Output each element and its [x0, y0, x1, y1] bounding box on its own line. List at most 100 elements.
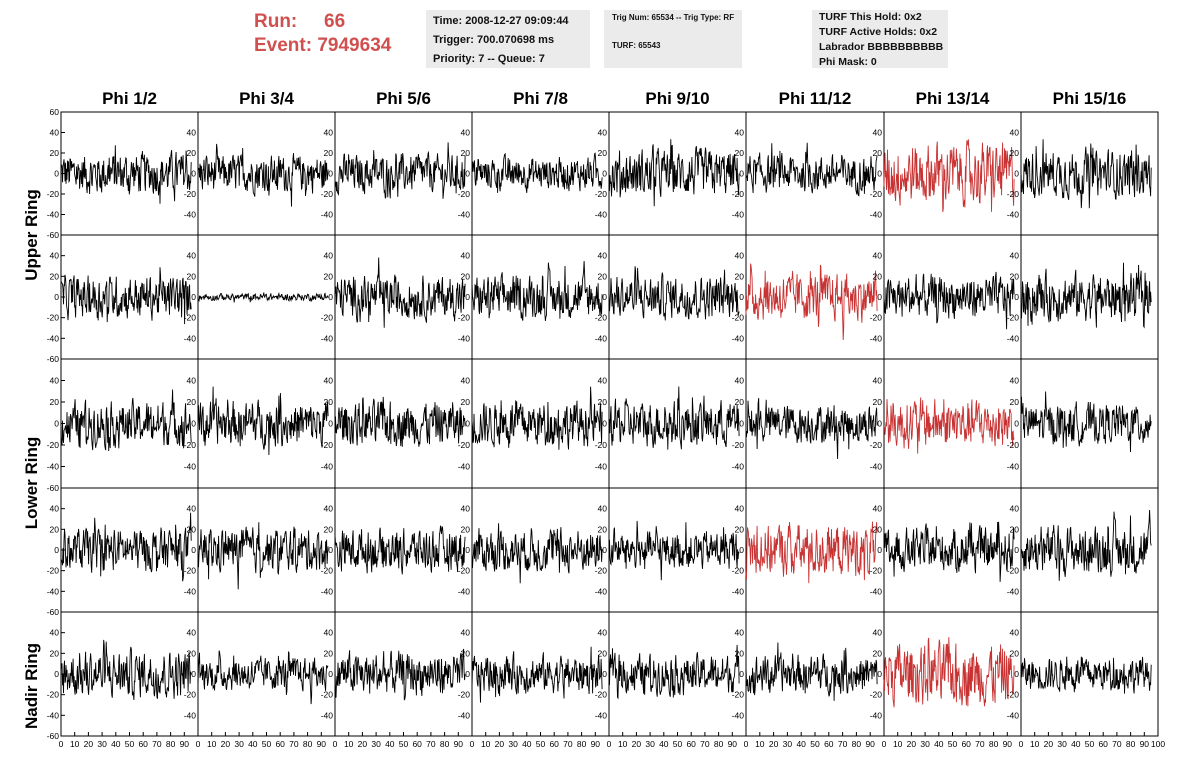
x-tick-label: 60: [275, 739, 285, 749]
waveform-panel: [334, 111, 473, 236]
x-tick-label: 80: [989, 739, 999, 749]
waveform-panel: [1020, 487, 1159, 613]
x-tick-label: 10: [755, 739, 765, 749]
y-tick-label: 0: [328, 669, 333, 679]
y-tick-label: -60: [47, 607, 60, 617]
y-tick-label: -40: [595, 710, 608, 720]
x-tick-label: 20: [632, 739, 642, 749]
waveform-trace: [471, 523, 603, 584]
y-tick-label: -40: [870, 586, 883, 596]
y-tick-label: -40: [732, 462, 745, 472]
y-tick-label: -20: [732, 440, 745, 450]
turf-active-text: TURF Active Holds: 0x2: [819, 26, 938, 38]
waveform-panel: [60, 487, 199, 613]
y-tick-label: -40: [1007, 333, 1020, 343]
y-tick-label: -20: [458, 566, 471, 576]
y-tick-label: 20: [461, 648, 471, 658]
y-tick-label: -40: [732, 210, 745, 220]
y-tick-label: 0: [191, 669, 196, 679]
y-tick-label: -20: [184, 189, 197, 199]
y-tick-label: 20: [324, 271, 334, 281]
waveform-panel: [334, 611, 473, 737]
y-tick-label: 20: [187, 648, 197, 658]
y-tick-label: 40: [187, 251, 197, 261]
waveform-panel: [608, 487, 747, 613]
y-tick-label: -20: [321, 189, 334, 199]
y-tick-label: -40: [595, 333, 608, 343]
waveform-trace: [745, 642, 878, 701]
x-tick-label: 80: [852, 739, 862, 749]
waveform-panel: [1020, 111, 1159, 236]
y-tick-label: -20: [184, 440, 197, 450]
y-tick-label: -20: [1007, 189, 1020, 199]
y-tick-label: 40: [461, 628, 471, 638]
column-title: Phi 11/12: [779, 89, 852, 108]
column-title: Phi 5/6: [376, 89, 431, 108]
y-tick-label: 0: [739, 669, 744, 679]
waveform-trace: [1020, 391, 1152, 453]
y-tick-label: 20: [187, 148, 197, 158]
triggered-waveform-trace: [883, 397, 1015, 454]
y-tick-label: 0: [877, 545, 882, 555]
y-tick-label: -40: [458, 210, 471, 220]
x-tick-label: 80: [303, 739, 313, 749]
waveform-panel: [197, 358, 336, 489]
run-row: Run: 66: [254, 10, 391, 34]
event-value: 7949634: [317, 35, 392, 56]
y-tick-label: -20: [184, 690, 197, 700]
waveform-panel: [60, 611, 199, 737]
y-tick-label: -40: [870, 710, 883, 720]
waveform-panel: [883, 358, 1022, 489]
y-tick-label: 40: [735, 504, 745, 514]
y-tick-label: -20: [732, 189, 745, 199]
y-tick-label: 0: [465, 669, 470, 679]
column-title: Phi 3/4: [239, 89, 294, 108]
trigger-text: Trigger: 700.070698 ms: [433, 34, 555, 46]
y-tick-label: 40: [735, 128, 745, 138]
y-tick-label: 0: [54, 545, 59, 555]
y-tick-label: -40: [47, 333, 60, 343]
y-tick-label: 20: [324, 397, 334, 407]
y-tick-label: -20: [870, 189, 883, 199]
y-tick-label: -20: [1007, 440, 1020, 450]
column-title: Phi 7/8: [513, 89, 568, 108]
x-tick-label: 30: [783, 739, 793, 749]
y-tick-label: -20: [732, 690, 745, 700]
y-tick-label: 40: [187, 128, 197, 138]
waveform-panel: [608, 234, 747, 360]
x-tick-label: 40: [385, 739, 395, 749]
y-tick-label: -20: [1007, 566, 1020, 576]
y-tick-label: -20: [47, 189, 60, 199]
y-tick-label: 20: [735, 397, 745, 407]
x-tick-label: 40: [934, 739, 944, 749]
waveform-panel: [197, 487, 336, 613]
waveform-trace: [883, 521, 1015, 582]
y-tick-label: 40: [187, 376, 197, 386]
x-tick-label: 40: [1071, 739, 1081, 749]
y-tick-label: 20: [187, 271, 197, 281]
y-tick-label: 20: [324, 148, 334, 158]
waveform-trace: [471, 646, 603, 703]
y-tick-label: -60: [47, 354, 60, 364]
waveform-panel: [334, 358, 473, 489]
y-tick-label: -40: [1007, 210, 1020, 220]
y-tick-label: 20: [735, 648, 745, 658]
column-title: Phi 1/2: [102, 89, 157, 108]
y-tick-label: -40: [321, 586, 334, 596]
y-tick-label: 20: [735, 524, 745, 534]
x-tick-label: 0: [470, 739, 475, 749]
event-row: Event: 7949634: [254, 34, 391, 58]
y-tick-label: -20: [47, 440, 60, 450]
waveform-panel: [60, 358, 199, 489]
x-tick-label: 90: [180, 739, 190, 749]
x-tick-label: 30: [234, 739, 244, 749]
x-tick-label: 10: [1030, 739, 1040, 749]
x-tick-label: 10: [893, 739, 903, 749]
turf-text: TURF: 65543: [612, 41, 661, 50]
y-tick-label: 20: [324, 648, 334, 658]
x-tick-label: 0: [196, 739, 201, 749]
y-tick-label: -20: [321, 566, 334, 576]
y-tick-label: 20: [598, 397, 608, 407]
y-tick-label: -20: [184, 313, 197, 323]
y-tick-label: -20: [321, 313, 334, 323]
